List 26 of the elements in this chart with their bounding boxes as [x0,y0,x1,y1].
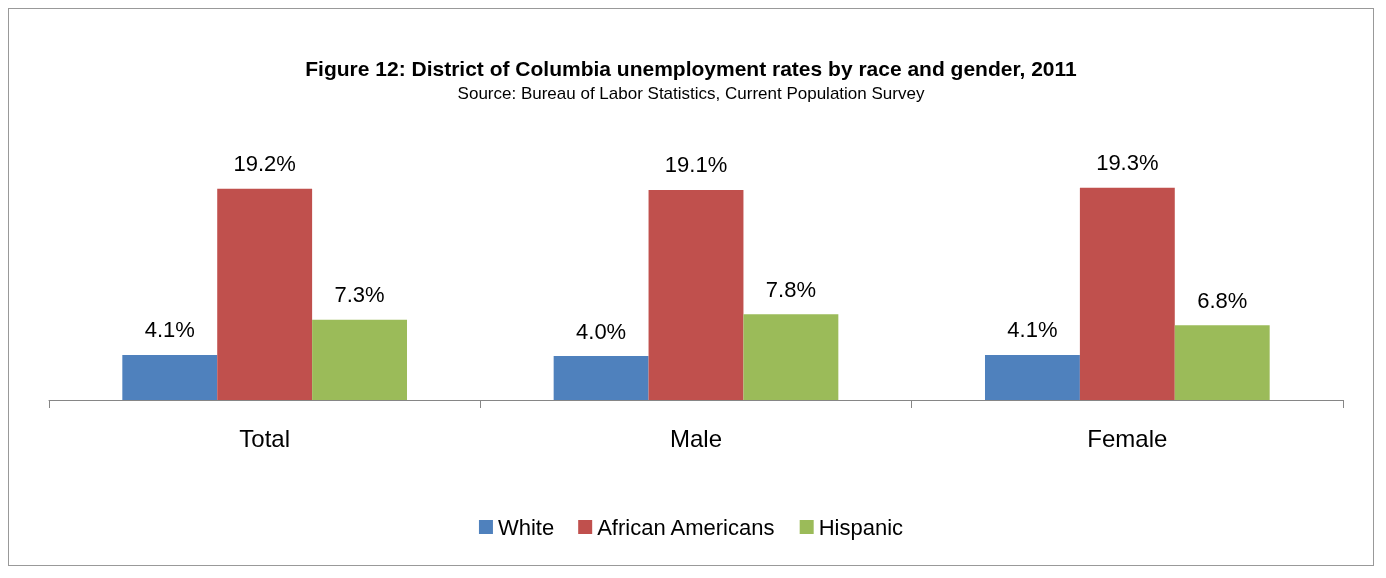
data-label: 19.2% [233,151,296,177]
data-label: 4.0% [576,318,627,344]
bar [1174,325,1270,400]
legend-label: African Americans [597,514,775,540]
bar [1079,187,1175,400]
source-note: Source: Bureau of Labor Statistics, Current Population Survey [457,84,925,103]
data-label: 7.8% [765,276,816,302]
data-label: 4.1% [144,317,195,343]
bar [122,354,218,400]
legend-label: Hispanic [818,514,904,540]
bar [553,356,649,400]
data-label: 4.1% [1007,317,1058,343]
chart-title: Figure 12: District of Columbia unemployment rates by race and gender, 2011 [305,57,1078,80]
legend-label: White [497,514,555,540]
data-label: 19.1% [664,152,728,178]
data-label: 19.3% [1096,150,1159,176]
x-tick-label: Male [669,424,723,452]
bar [984,354,1080,400]
data-label: 7.3% [334,282,385,308]
bar [743,314,839,400]
x-tick-label: Total [239,424,291,452]
data-label: 6.8% [1197,287,1248,313]
bar [648,189,744,400]
bar [217,188,313,400]
x-tick-label: Female [1087,424,1168,452]
bar [312,319,408,400]
